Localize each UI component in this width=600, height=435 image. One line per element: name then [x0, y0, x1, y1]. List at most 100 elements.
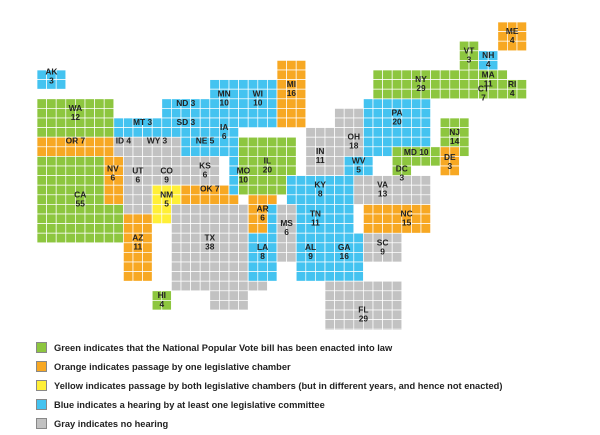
- grid-cell: [363, 117, 374, 128]
- grid-cell: [161, 108, 172, 119]
- grid-cell: [295, 88, 307, 100]
- state-label-va: VA: [377, 180, 388, 190]
- grid-cell: [295, 108, 307, 119]
- grid-cell: [449, 165, 460, 176]
- grid-cell: [334, 136, 345, 148]
- state-label-ct: CT: [478, 84, 490, 94]
- grid-cell: [391, 88, 403, 100]
- grid-cell: [420, 108, 431, 119]
- grid-cell: [257, 223, 268, 234]
- grid-cell: [305, 146, 316, 157]
- grid-cell: [420, 175, 431, 186]
- state-electoral-votes-dc: 3: [399, 172, 404, 182]
- grid-cell: [171, 280, 182, 292]
- grid-cell: [36, 204, 47, 215]
- grid-cell: [267, 136, 278, 148]
- grid-cell: [267, 175, 278, 186]
- grid-cell: [228, 232, 239, 244]
- grid-cell: [219, 280, 230, 292]
- grid-cell: [459, 79, 470, 90]
- grid-cell: [276, 242, 287, 253]
- grid-cell: [382, 69, 393, 80]
- grid-cell: [257, 184, 268, 196]
- grid-cell: [363, 223, 374, 234]
- state-label-tx: TX: [204, 233, 215, 243]
- grid-cell: [391, 300, 403, 311]
- grid-cell: [65, 213, 76, 224]
- grid-cell: [391, 223, 403, 234]
- grid-cell: [238, 271, 249, 282]
- grid-cell: [372, 69, 383, 80]
- grid-cell: [353, 175, 364, 186]
- grid-cell: [324, 242, 335, 253]
- grid-cell: [238, 146, 249, 157]
- grid-cell: [238, 117, 249, 128]
- grid-cell: [401, 165, 412, 176]
- grid-cell: [267, 261, 278, 272]
- grid-cell: [363, 108, 374, 119]
- state-electoral-votes-wi: 10: [253, 98, 263, 108]
- grid-cell: [391, 146, 403, 157]
- grid-cell: [343, 280, 355, 292]
- grid-cell: [46, 204, 57, 215]
- state-mi: [276, 60, 307, 128]
- grid-cell: [372, 117, 383, 128]
- grid-cell: [75, 175, 86, 186]
- grid-cell: [382, 79, 393, 90]
- state-label-fl: FL: [358, 305, 368, 315]
- state-de: [439, 146, 460, 176]
- blue-swatch-icon: [36, 399, 47, 410]
- grid-cell: [94, 213, 105, 224]
- grid-cell: [343, 108, 355, 119]
- grid-cell: [238, 300, 249, 311]
- grid-cell: [209, 98, 220, 109]
- grid-cell: [238, 98, 249, 109]
- state-electoral-votes-sc: 9: [380, 246, 385, 256]
- grid-cell: [516, 79, 527, 90]
- state-tx: [171, 204, 268, 311]
- state-electoral-votes-il: 20: [263, 165, 273, 175]
- grid-cell: [132, 194, 143, 205]
- grid-cell: [343, 175, 355, 186]
- grid-cell: [84, 194, 95, 205]
- grid-cell: [430, 79, 441, 90]
- grid-cell: [199, 98, 211, 109]
- grid-cell: [199, 146, 211, 157]
- grid-cell: [295, 261, 307, 272]
- state-wy: [132, 136, 182, 157]
- grid-cell: [132, 213, 143, 224]
- state-electoral-votes-mi: 16: [287, 88, 297, 98]
- grid-cell: [190, 242, 201, 253]
- grid-cell: [382, 146, 393, 157]
- grid-cell: [439, 136, 451, 148]
- electoral-grid-map: AK 3 WA 12 OR 7 CA 55 ID 4 NV 6 UT 6 AZ 11 MT 3 WY 3 CO 9…: [36, 21, 527, 330]
- grid-cell: [286, 108, 297, 119]
- grid-cell: [382, 213, 393, 224]
- state-label-sd: SD 3: [176, 117, 195, 127]
- state-ny: [372, 69, 470, 100]
- grid-cell: [228, 300, 239, 311]
- grid-cell: [199, 271, 211, 282]
- grid-cell: [46, 98, 57, 109]
- grid-cell: [171, 261, 182, 272]
- grid-cell: [411, 194, 422, 205]
- legend-item-blue: Blue indicates a hearing by at least one…: [36, 395, 596, 414]
- state-label-ca: CA: [74, 189, 86, 199]
- grid-cell: [180, 175, 191, 186]
- legend-item-green: Green indicates that the National Popula…: [36, 338, 596, 357]
- grid-cell: [113, 184, 124, 196]
- grid-cell: [334, 156, 345, 167]
- grid-cell: [411, 184, 422, 196]
- state-ks: [190, 156, 220, 186]
- grid-cell: [334, 165, 345, 176]
- grid-cell: [459, 146, 470, 157]
- grid-cell: [267, 108, 278, 119]
- grid-cell: [420, 204, 431, 215]
- grid-cell: [36, 213, 47, 224]
- grid-cell: [334, 175, 345, 186]
- grid-cell: [228, 242, 239, 253]
- grid-cell: [411, 204, 422, 215]
- state-al: [295, 232, 326, 282]
- state-sc: [363, 232, 403, 263]
- state-nc: [363, 204, 431, 234]
